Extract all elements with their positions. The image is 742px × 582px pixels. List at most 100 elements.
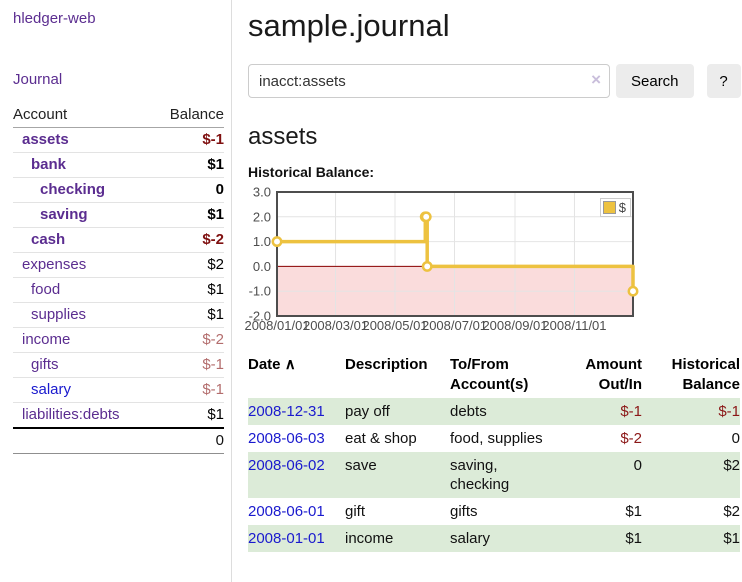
- transaction-accounts: salary: [450, 525, 560, 552]
- svg-text:2008/07/01: 2008/07/01: [422, 318, 487, 333]
- historical-balance-chart: 3.0 2.0 1.0 0.0 -1.0 -2.0 2008/01/01 2008/03/01…: [244, 185, 648, 336]
- account-link[interactable]: income: [22, 331, 71, 348]
- transaction-amount: $1: [625, 503, 642, 520]
- balance-column-header: Historical Balance: [671, 356, 740, 393]
- transaction-balance: $-1: [642, 398, 740, 425]
- account-link[interactable]: food: [31, 281, 61, 298]
- account-link[interactable]: cash: [31, 231, 66, 248]
- account-balance: $-1: [202, 381, 224, 398]
- svg-text:0.0: 0.0: [253, 259, 271, 274]
- transaction-balance: $1: [642, 525, 740, 552]
- date-column-header[interactable]: Date ∧: [248, 353, 345, 398]
- transaction-description: pay off: [345, 398, 450, 425]
- balance-column-header: Balance: [169, 106, 224, 123]
- account-balance: $1: [207, 406, 224, 423]
- transaction-date-link[interactable]: 2008-12-31: [248, 403, 325, 420]
- transaction-amount: $-1: [560, 398, 642, 425]
- page-title: sample.journal: [248, 8, 450, 43]
- transaction-accounts: gifts: [450, 503, 478, 520]
- svg-text:3.0: 3.0: [253, 185, 271, 200]
- sidebar-item-journal[interactable]: Journal: [13, 71, 63, 88]
- transaction-description: save: [345, 452, 450, 498]
- account-row-gifts: gifts $-1: [13, 353, 224, 378]
- account-row-supplies: supplies $1: [13, 303, 224, 328]
- account-balance: $-1: [202, 131, 224, 148]
- account-balance: $1: [207, 206, 224, 223]
- account-link[interactable]: salary: [31, 381, 72, 398]
- transaction-accounts: debts: [450, 398, 560, 425]
- register-table-header: Date ∧ Description To/From Account(s) Am…: [248, 353, 740, 398]
- svg-text:2008/09/01: 2008/09/01: [482, 318, 547, 333]
- transaction-date-link[interactable]: 2008-06-02: [248, 457, 325, 474]
- legend-label: $: [618, 200, 626, 215]
- search-row: × Search ?: [248, 64, 742, 98]
- account-row-liabilities-debts: liabilities:debts $1: [13, 403, 224, 427]
- register-row: 2008-01-01 income salary $1 $1: [248, 525, 740, 552]
- transaction-description: eat & shop: [345, 430, 417, 447]
- account-row-saving: saving $1: [13, 203, 224, 228]
- account-balance: 0: [215, 181, 224, 198]
- transaction-date-link[interactable]: 2008-06-03: [248, 430, 325, 447]
- accounts-total: 0: [13, 427, 224, 454]
- search-button[interactable]: Search: [616, 64, 694, 98]
- description-column-header: Description: [345, 356, 428, 373]
- svg-text:-2.0: -2.0: [249, 309, 271, 324]
- legend-swatch-icon: [602, 201, 616, 214]
- amount-column-header: Amount Out/In: [585, 356, 642, 393]
- svg-text:-1.0: -1.0: [249, 284, 271, 299]
- account-column-header: Account: [13, 106, 68, 123]
- account-link[interactable]: assets: [22, 131, 69, 148]
- svg-text:2008/05/01: 2008/05/01: [362, 318, 427, 333]
- transaction-amount: 0: [560, 452, 642, 498]
- chart-title: Historical Balance:: [248, 164, 375, 180]
- chart-legend: $: [599, 198, 631, 217]
- transaction-date-link[interactable]: 2008-06-01: [248, 503, 325, 520]
- account-row-checking: checking 0: [13, 178, 224, 203]
- accounts-table-header: Account Balance: [13, 103, 224, 128]
- search-input[interactable]: [248, 64, 610, 98]
- register-row: 2008-06-02 save saving, checking 0 $2: [248, 452, 740, 498]
- account-balance: $-1: [202, 356, 224, 373]
- transaction-accounts: saving, checking: [450, 452, 560, 498]
- account-row-income: income $-2: [13, 328, 224, 353]
- register-row: 2008-06-01 gift gifts $1 $2: [248, 498, 740, 525]
- search-box: ×: [248, 64, 610, 98]
- transaction-date-link[interactable]: 2008-01-01: [248, 530, 325, 547]
- register-row: 2008-06-03 eat & shop food, supplies $-2…: [248, 425, 740, 452]
- accounts-table: Account Balance assets $-1 bank $1 check…: [13, 103, 224, 454]
- sort-ascending-icon: ∧: [284, 356, 296, 373]
- transaction-balance: $2: [723, 503, 740, 520]
- account-heading: assets: [248, 123, 318, 150]
- account-link[interactable]: supplies: [31, 306, 87, 323]
- clear-search-icon[interactable]: ×: [591, 70, 601, 89]
- account-link[interactable]: liabilities:debts: [22, 406, 120, 423]
- account-row-cash: cash $-2: [13, 228, 224, 253]
- sidebar: hledger-web Journal Account Balance asse…: [0, 0, 232, 582]
- register-table: Date ∧ Description To/From Account(s) Am…: [248, 353, 740, 552]
- account-link[interactable]: expenses: [22, 256, 87, 273]
- svg-text:2.0: 2.0: [253, 209, 271, 224]
- app-brand-link[interactable]: hledger-web: [13, 10, 96, 27]
- account-balance: $-2: [202, 231, 224, 248]
- transaction-balance: 0: [731, 430, 740, 447]
- account-row-assets: assets $-1: [13, 128, 224, 153]
- svg-text:2008/03/01: 2008/03/01: [303, 318, 368, 333]
- account-row-food: food $1: [13, 278, 224, 303]
- account-link[interactable]: bank: [31, 156, 67, 173]
- main-content: sample.journal × Search ? assets Histori…: [233, 0, 742, 582]
- transaction-amount: $1: [560, 525, 642, 552]
- account-balance: $1: [207, 306, 224, 323]
- transaction-description: income: [345, 525, 450, 552]
- date-header-label: Date: [248, 356, 281, 373]
- account-link[interactable]: saving: [40, 206, 88, 223]
- account-link[interactable]: gifts: [31, 356, 59, 373]
- help-button[interactable]: ?: [706, 64, 741, 98]
- account-balance: $1: [207, 281, 224, 298]
- account-link[interactable]: checking: [40, 181, 106, 198]
- account-row-bank: bank $1: [13, 153, 224, 178]
- transaction-amount: $-2: [620, 430, 642, 447]
- transaction-description: gift: [345, 503, 366, 520]
- register-row: 2008-12-31 pay off debts $-1 $-1: [248, 398, 740, 425]
- transaction-balance: $2: [642, 452, 740, 498]
- svg-text:1.0: 1.0: [253, 234, 271, 249]
